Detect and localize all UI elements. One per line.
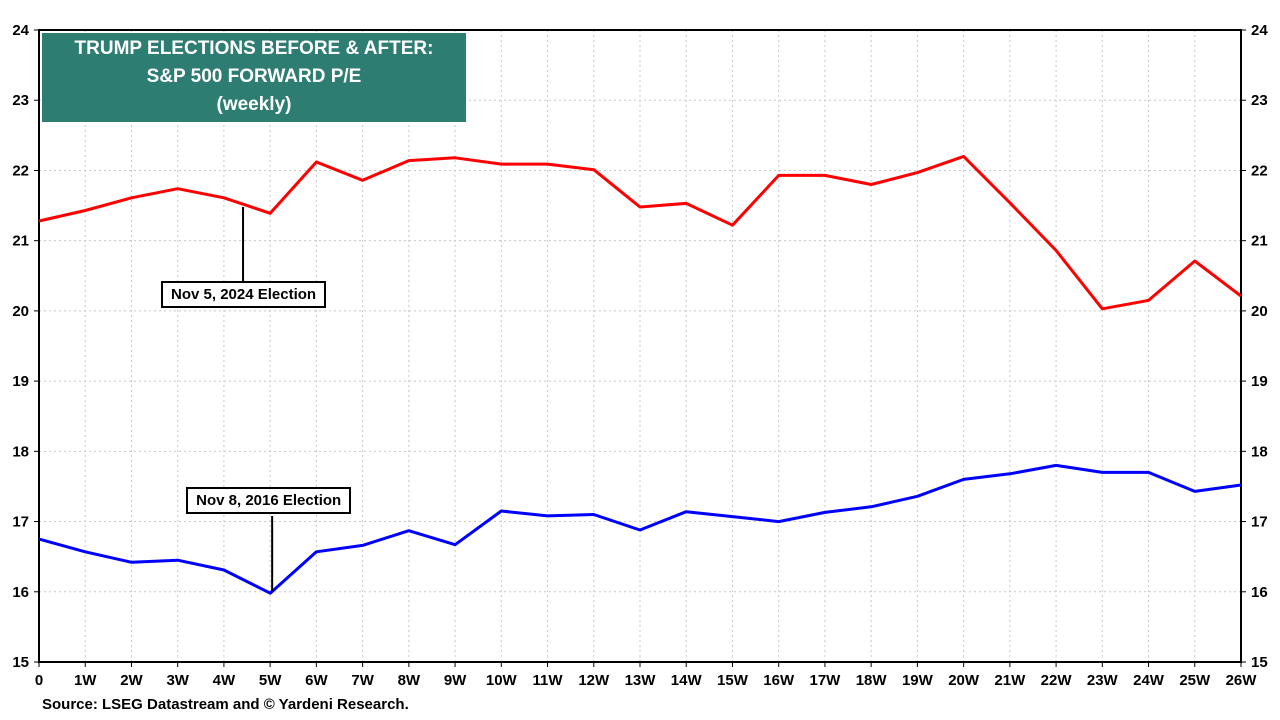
x-tick-label: 1W [74, 672, 97, 689]
x-tick-label: 23W [1087, 672, 1119, 689]
x-tick-label: 20W [948, 672, 980, 689]
x-tick-label: 5W [259, 672, 282, 689]
y-tick-label-left: 17 [12, 514, 29, 531]
series-lines [38, 154, 1242, 595]
y-tick-label-right: 18 [1251, 443, 1268, 460]
y-tick-label-right: 23 [1251, 92, 1268, 109]
series-line-2024 [38, 154, 1242, 311]
y-tick-label-right: 22 [1251, 162, 1268, 179]
grid-lines [39, 30, 1241, 662]
y-tick-label-right: 19 [1251, 373, 1268, 390]
y-tick-label-left: 15 [12, 654, 29, 671]
y-tick-label-right: 17 [1251, 514, 1268, 531]
x-tick-label: 2W [120, 672, 143, 689]
y-tick-label-right: 21 [1251, 233, 1268, 250]
x-tick-label: 19W [902, 672, 934, 689]
x-tick-label: 9W [444, 672, 467, 689]
x-tick-label: 18W [856, 672, 888, 689]
source-note: Source: LSEG Datastream and © Yardeni Re… [42, 696, 409, 713]
y-tick-label-left: 16 [12, 584, 29, 601]
x-tick-label: 21W [994, 672, 1026, 689]
x-tick-label: 11W [533, 672, 564, 689]
annotation-pointers [242, 207, 274, 592]
chart-title-box: TRUMP ELECTIONS BEFORE & AFTER: S&P 500 … [42, 33, 466, 122]
y-tick-label-right: 16 [1251, 584, 1268, 601]
x-tick-label: 4W [213, 672, 236, 689]
x-tick-label: 3W [166, 672, 189, 689]
x-tick-label: 15W [717, 672, 749, 689]
y-tick-label-left: 22 [12, 162, 29, 179]
x-tick-label: 7W [351, 672, 374, 689]
y-tick-label-left: 19 [12, 373, 29, 390]
chart-title-line-2: S&P 500 FORWARD P/E [146, 66, 362, 87]
x-tick-label: 6W [305, 672, 328, 689]
chart-title-line-3: (weekly) [216, 94, 292, 115]
x-tick-label: 14W [671, 672, 703, 689]
x-tick-label: 10W [486, 672, 518, 689]
x-tick-label: 8W [398, 672, 421, 689]
series-line-2016 [38, 463, 1242, 595]
x-tick-label: 12W [578, 672, 610, 689]
x-tick-label: 26W [1226, 672, 1258, 689]
y-tick-label-left: 20 [12, 303, 29, 320]
y-tick-label-right: 20 [1251, 303, 1268, 320]
y-tick-label-left: 18 [12, 443, 29, 460]
y-tick-label-left: 23 [12, 92, 29, 109]
x-tick-label: 0 [35, 672, 43, 689]
x-tick-label: 16W [763, 672, 795, 689]
x-tick-label: 22W [1041, 672, 1073, 689]
axis-ticks: 15 15 16 16 17 17 18 18 19 19 20 20 21 21 22 22 23 23 24 24… [12, 22, 1268, 689]
x-tick-label: 17W [810, 672, 842, 689]
y-tick-label-left: 21 [12, 233, 29, 250]
chart-title-line-1: TRUMP ELECTIONS BEFORE & AFTER: [74, 38, 434, 59]
y-tick-label-right: 15 [1251, 654, 1268, 671]
annotation-2024-election: Nov 5, 2024 Election [161, 281, 327, 309]
x-tick-label: 13W [625, 672, 657, 689]
x-tick-label: 24W [1133, 672, 1165, 689]
y-tick-label-left: 24 [12, 22, 29, 39]
y-tick-label-right: 24 [1251, 22, 1268, 39]
annotation-2016-election: Nov 8, 2016 Election [186, 487, 352, 515]
x-tick-label: 25W [1179, 672, 1211, 689]
